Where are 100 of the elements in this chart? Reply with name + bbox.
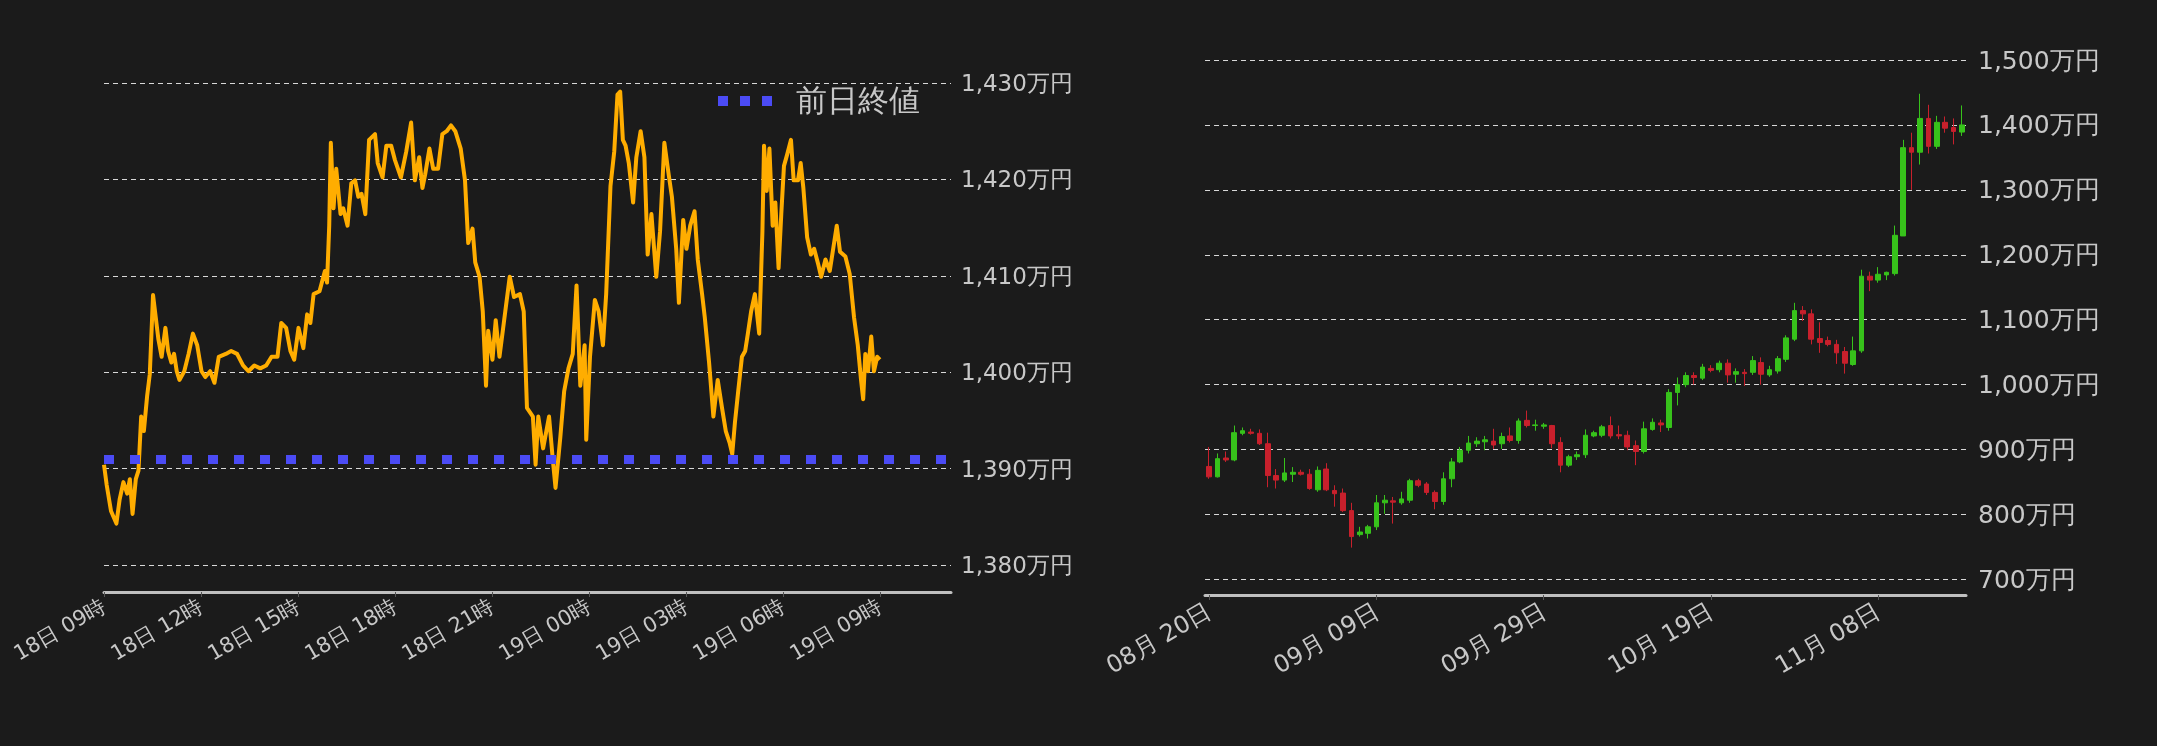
y-tick-label: 1,200万円 <box>1978 240 2100 270</box>
candlestick <box>1407 478 1413 504</box>
x-tick-label: 09月 09日 <box>1268 596 1384 680</box>
candlestick <box>1240 426 1245 436</box>
candlestick <box>1775 355 1781 375</box>
y-tick-label: 1,100万円 <box>1978 305 2100 335</box>
candlestick <box>1934 115 1940 150</box>
candlestick <box>1332 484 1337 508</box>
y-tick-label: 900万円 <box>1978 435 2076 465</box>
candlestick <box>1474 436 1480 448</box>
candlestick <box>1666 388 1672 432</box>
candlestick <box>1900 139 1906 237</box>
candlestick <box>1926 104 1931 154</box>
candlestick <box>1273 468 1279 490</box>
candlestick <box>1700 363 1705 381</box>
candlestick <box>1884 271 1889 281</box>
candlestick <box>1499 432 1505 450</box>
candlestick <box>1323 462 1329 492</box>
candlestick <box>1750 355 1756 376</box>
candlestick <box>1457 446 1463 464</box>
candlestick <box>1315 465 1321 493</box>
candlestick <box>1608 415 1613 440</box>
candlestick <box>1282 457 1287 483</box>
legend-label: 前日終値 <box>796 81 920 120</box>
candlestick <box>1399 491 1404 506</box>
candlestick <box>1800 305 1806 322</box>
x-tick-label: 11月 08日 <box>1770 596 1886 680</box>
candlestick <box>1859 269 1864 354</box>
candlestick <box>1491 428 1496 450</box>
candlestick <box>1842 346 1848 375</box>
candlestick <box>1532 419 1538 432</box>
candlestick <box>1516 417 1521 445</box>
candlestick <box>1206 446 1212 480</box>
candlestick <box>1834 339 1839 365</box>
candlestick <box>1917 93 1923 166</box>
y-tick-label: 1,390万円 <box>961 455 1073 482</box>
x-tick-label: 10月 19日 <box>1602 596 1718 680</box>
candlestick <box>1574 451 1580 461</box>
candlestick <box>1541 422 1547 430</box>
y-tick-label: 1,400万円 <box>1978 110 2100 140</box>
y-tick-label: 1,410万円 <box>961 262 1073 289</box>
candlestick <box>1507 426 1513 443</box>
candlestick <box>1231 425 1237 462</box>
candlestick <box>1951 117 1956 145</box>
candlestick <box>1558 436 1563 473</box>
candlestick <box>1215 452 1220 478</box>
candlestick <box>1223 451 1229 463</box>
candlestick <box>1591 430 1597 438</box>
y-tick-label: 1,300万円 <box>1978 175 2100 205</box>
candlestick <box>1340 488 1346 513</box>
candlestick <box>1248 428 1254 436</box>
candlestick <box>1783 334 1789 363</box>
candlestick <box>1716 360 1722 373</box>
candlestick <box>1624 430 1630 451</box>
y-tick-label: 1,400万円 <box>961 359 1073 386</box>
candlestick <box>1415 478 1421 488</box>
candlestick <box>1616 425 1622 440</box>
candlestick <box>1733 367 1739 384</box>
candlestick <box>1650 417 1655 432</box>
candlestick <box>1466 435 1471 454</box>
candlestick <box>1683 371 1689 388</box>
candlestick <box>1357 526 1363 538</box>
candlestick <box>1817 321 1823 354</box>
candlestick <box>1424 481 1429 496</box>
candlestick <box>1549 424 1555 449</box>
candlestick <box>1633 439 1639 466</box>
candlestick <box>1298 469 1304 477</box>
candlestick <box>1524 410 1530 428</box>
x-tick-label: 08月 20日 <box>1101 596 1217 680</box>
candlestick <box>1566 454 1572 468</box>
candlestick <box>1691 371 1697 386</box>
candlestick <box>1742 368 1747 387</box>
candlestick <box>1725 358 1731 384</box>
y-tick-label: 1,000万円 <box>1978 370 2100 400</box>
candlestick <box>1867 271 1873 292</box>
candlestick <box>1290 466 1296 483</box>
y-tick-label: 700万円 <box>1978 564 2076 594</box>
candlestick <box>1875 266 1881 284</box>
candlestick <box>1599 424 1605 438</box>
candlestick <box>1708 364 1714 373</box>
y-tick-label: 1,380万円 <box>961 552 1073 579</box>
candlestick <box>1482 435 1488 451</box>
candlestick <box>1265 432 1271 488</box>
candlestick <box>1307 468 1312 491</box>
candlestick <box>1449 457 1455 488</box>
candlestick <box>1808 308 1814 345</box>
candlestick <box>1365 524 1371 540</box>
candlestick <box>1850 336 1856 367</box>
candlestick <box>1432 489 1438 510</box>
candlestick <box>1942 115 1948 134</box>
candlestick <box>1390 496 1396 525</box>
candlestick <box>1675 376 1680 406</box>
candlestick <box>1641 421 1647 454</box>
candlestick <box>1767 365 1772 378</box>
candlestick <box>1892 225 1898 277</box>
candlestick <box>1658 419 1664 433</box>
candlestick <box>1825 336 1831 347</box>
candlestick <box>1583 428 1588 459</box>
candlestick <box>1382 494 1388 515</box>
y-tick-label: 1,500万円 <box>1978 45 2100 75</box>
